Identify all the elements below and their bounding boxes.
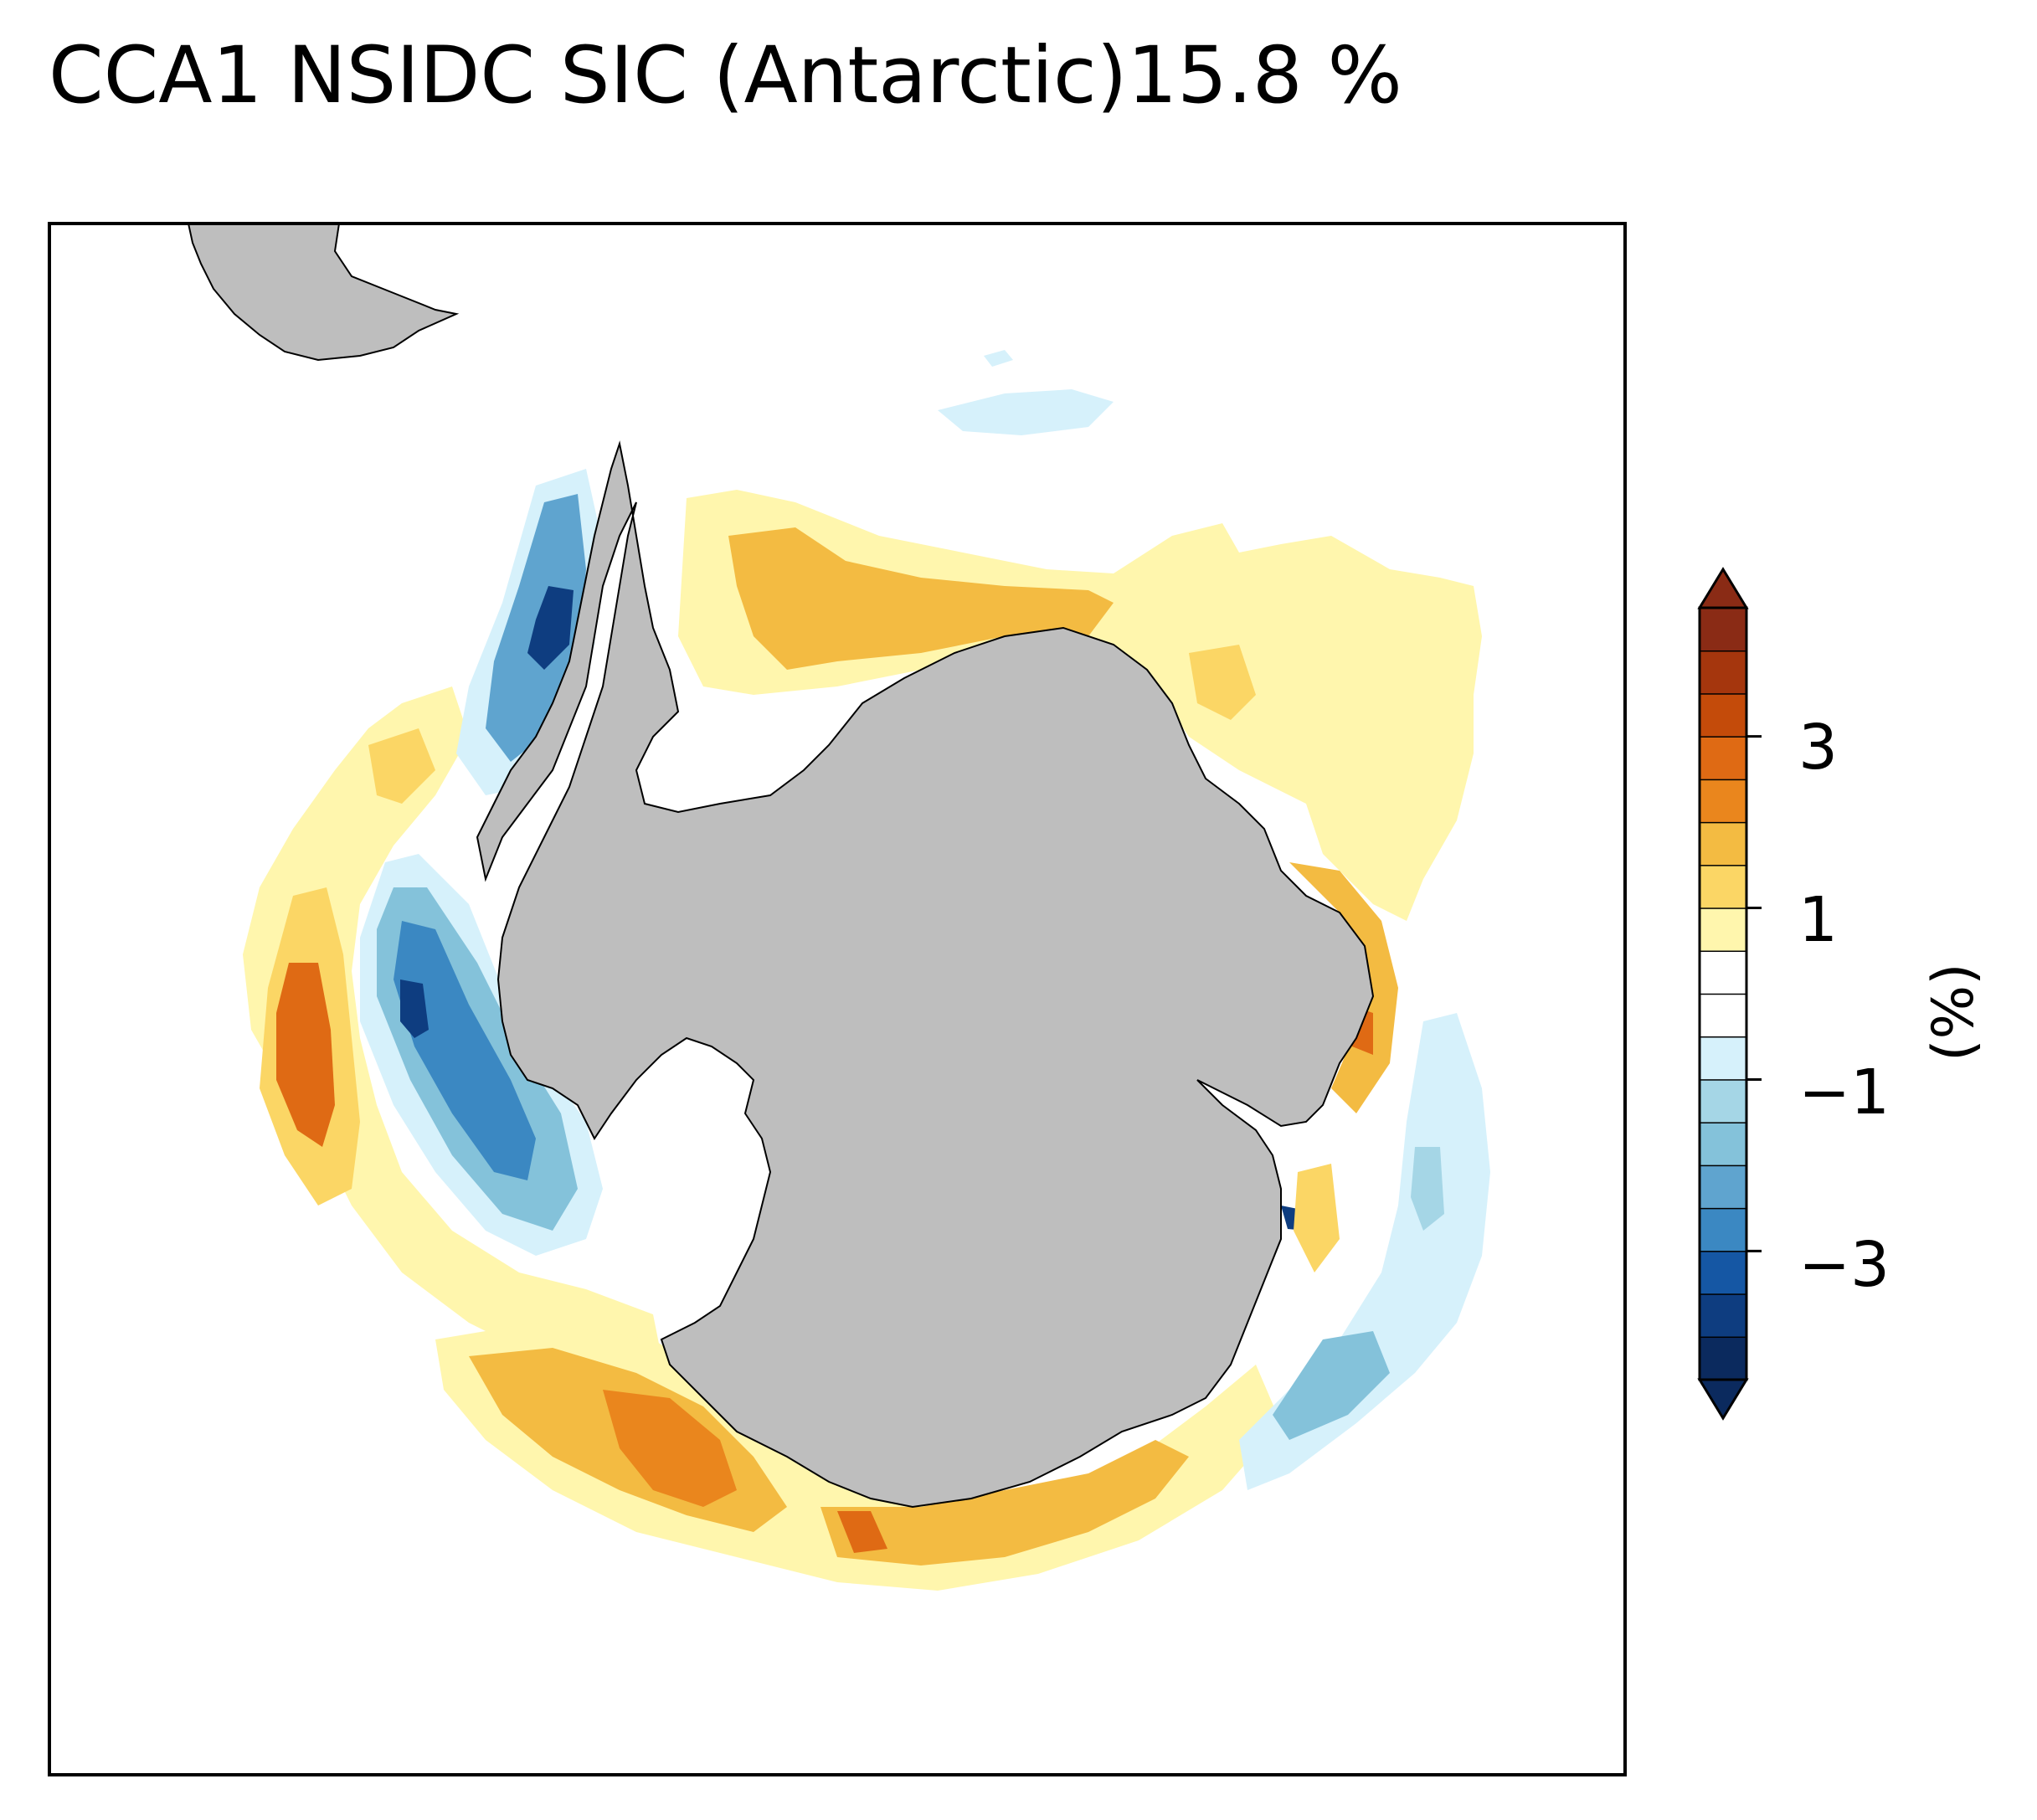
sic-region-darkblue-peninsula (527, 586, 574, 670)
colorbar-segment (1699, 993, 1747, 1038)
colorbar-tick-3: 3 (1798, 712, 1839, 784)
colorbar-segment (1699, 1336, 1747, 1381)
colorbar-segment (1699, 1078, 1747, 1123)
colorbar-outline (1698, 606, 1748, 1381)
colorbar-segment (1699, 1250, 1747, 1295)
colorbar-segment (1699, 607, 1747, 652)
colorbar-segment (1699, 1207, 1747, 1252)
colorbar-segment (1699, 864, 1747, 909)
colorbar-segment (1699, 1036, 1747, 1081)
colorbar-segment (1699, 692, 1747, 738)
colorbar-segment (1699, 1121, 1747, 1167)
colorbar-extend-max (1697, 567, 1749, 609)
sic-region-lightblue-small (984, 350, 1013, 367)
sic-region-yellow-west-ring (243, 686, 661, 1373)
sic-region-blue-east-upper (1411, 1147, 1444, 1231)
sic-region-lightblue-north (938, 389, 1114, 435)
colorbar-tick-minus-1: −1 (1798, 1057, 1890, 1129)
colorbar-tick-minus-3: −3 (1798, 1229, 1890, 1301)
colorbar-segment (1699, 821, 1747, 866)
sic-region-darkorange-south-east (837, 1511, 887, 1553)
colorbar-segment (1699, 907, 1747, 953)
colorbar-unit-label: (%) (1921, 963, 1987, 1062)
sic-region-lightblue-east (1239, 1013, 1490, 1490)
map-frame (48, 222, 1627, 1776)
colorbar-segment (1699, 1164, 1747, 1210)
colorbar-segment (1699, 950, 1747, 995)
sic-region-blue-east (1273, 1331, 1390, 1440)
sic-region-yellow-east (1189, 645, 1256, 720)
colorbar-segment (1699, 650, 1747, 695)
colorbar-segment (1699, 779, 1747, 824)
colorbar-segment (1699, 735, 1747, 781)
chart-title: CCA1 NSIDC SIC (Antarctic)15.8 % (49, 30, 1402, 121)
sic-region-darkorange-west (276, 963, 335, 1147)
colorbar-tick-1: 1 (1798, 884, 1839, 956)
sic-region-orange-west-upper (368, 728, 435, 804)
south-america-landmass (187, 224, 460, 362)
sic-region-darkorange-south (603, 1390, 737, 1507)
colorbar-segment (1699, 1293, 1747, 1339)
antarctica-landmass (476, 440, 1375, 1509)
sic-region-midblue-west (394, 921, 536, 1180)
sic-region-orange-south-east (820, 1440, 1189, 1566)
sic-region-yellow-east-coast (1294, 1164, 1340, 1272)
colorbar-extend-min (1697, 1378, 1749, 1421)
sic-region-darkblue-west (400, 979, 429, 1038)
